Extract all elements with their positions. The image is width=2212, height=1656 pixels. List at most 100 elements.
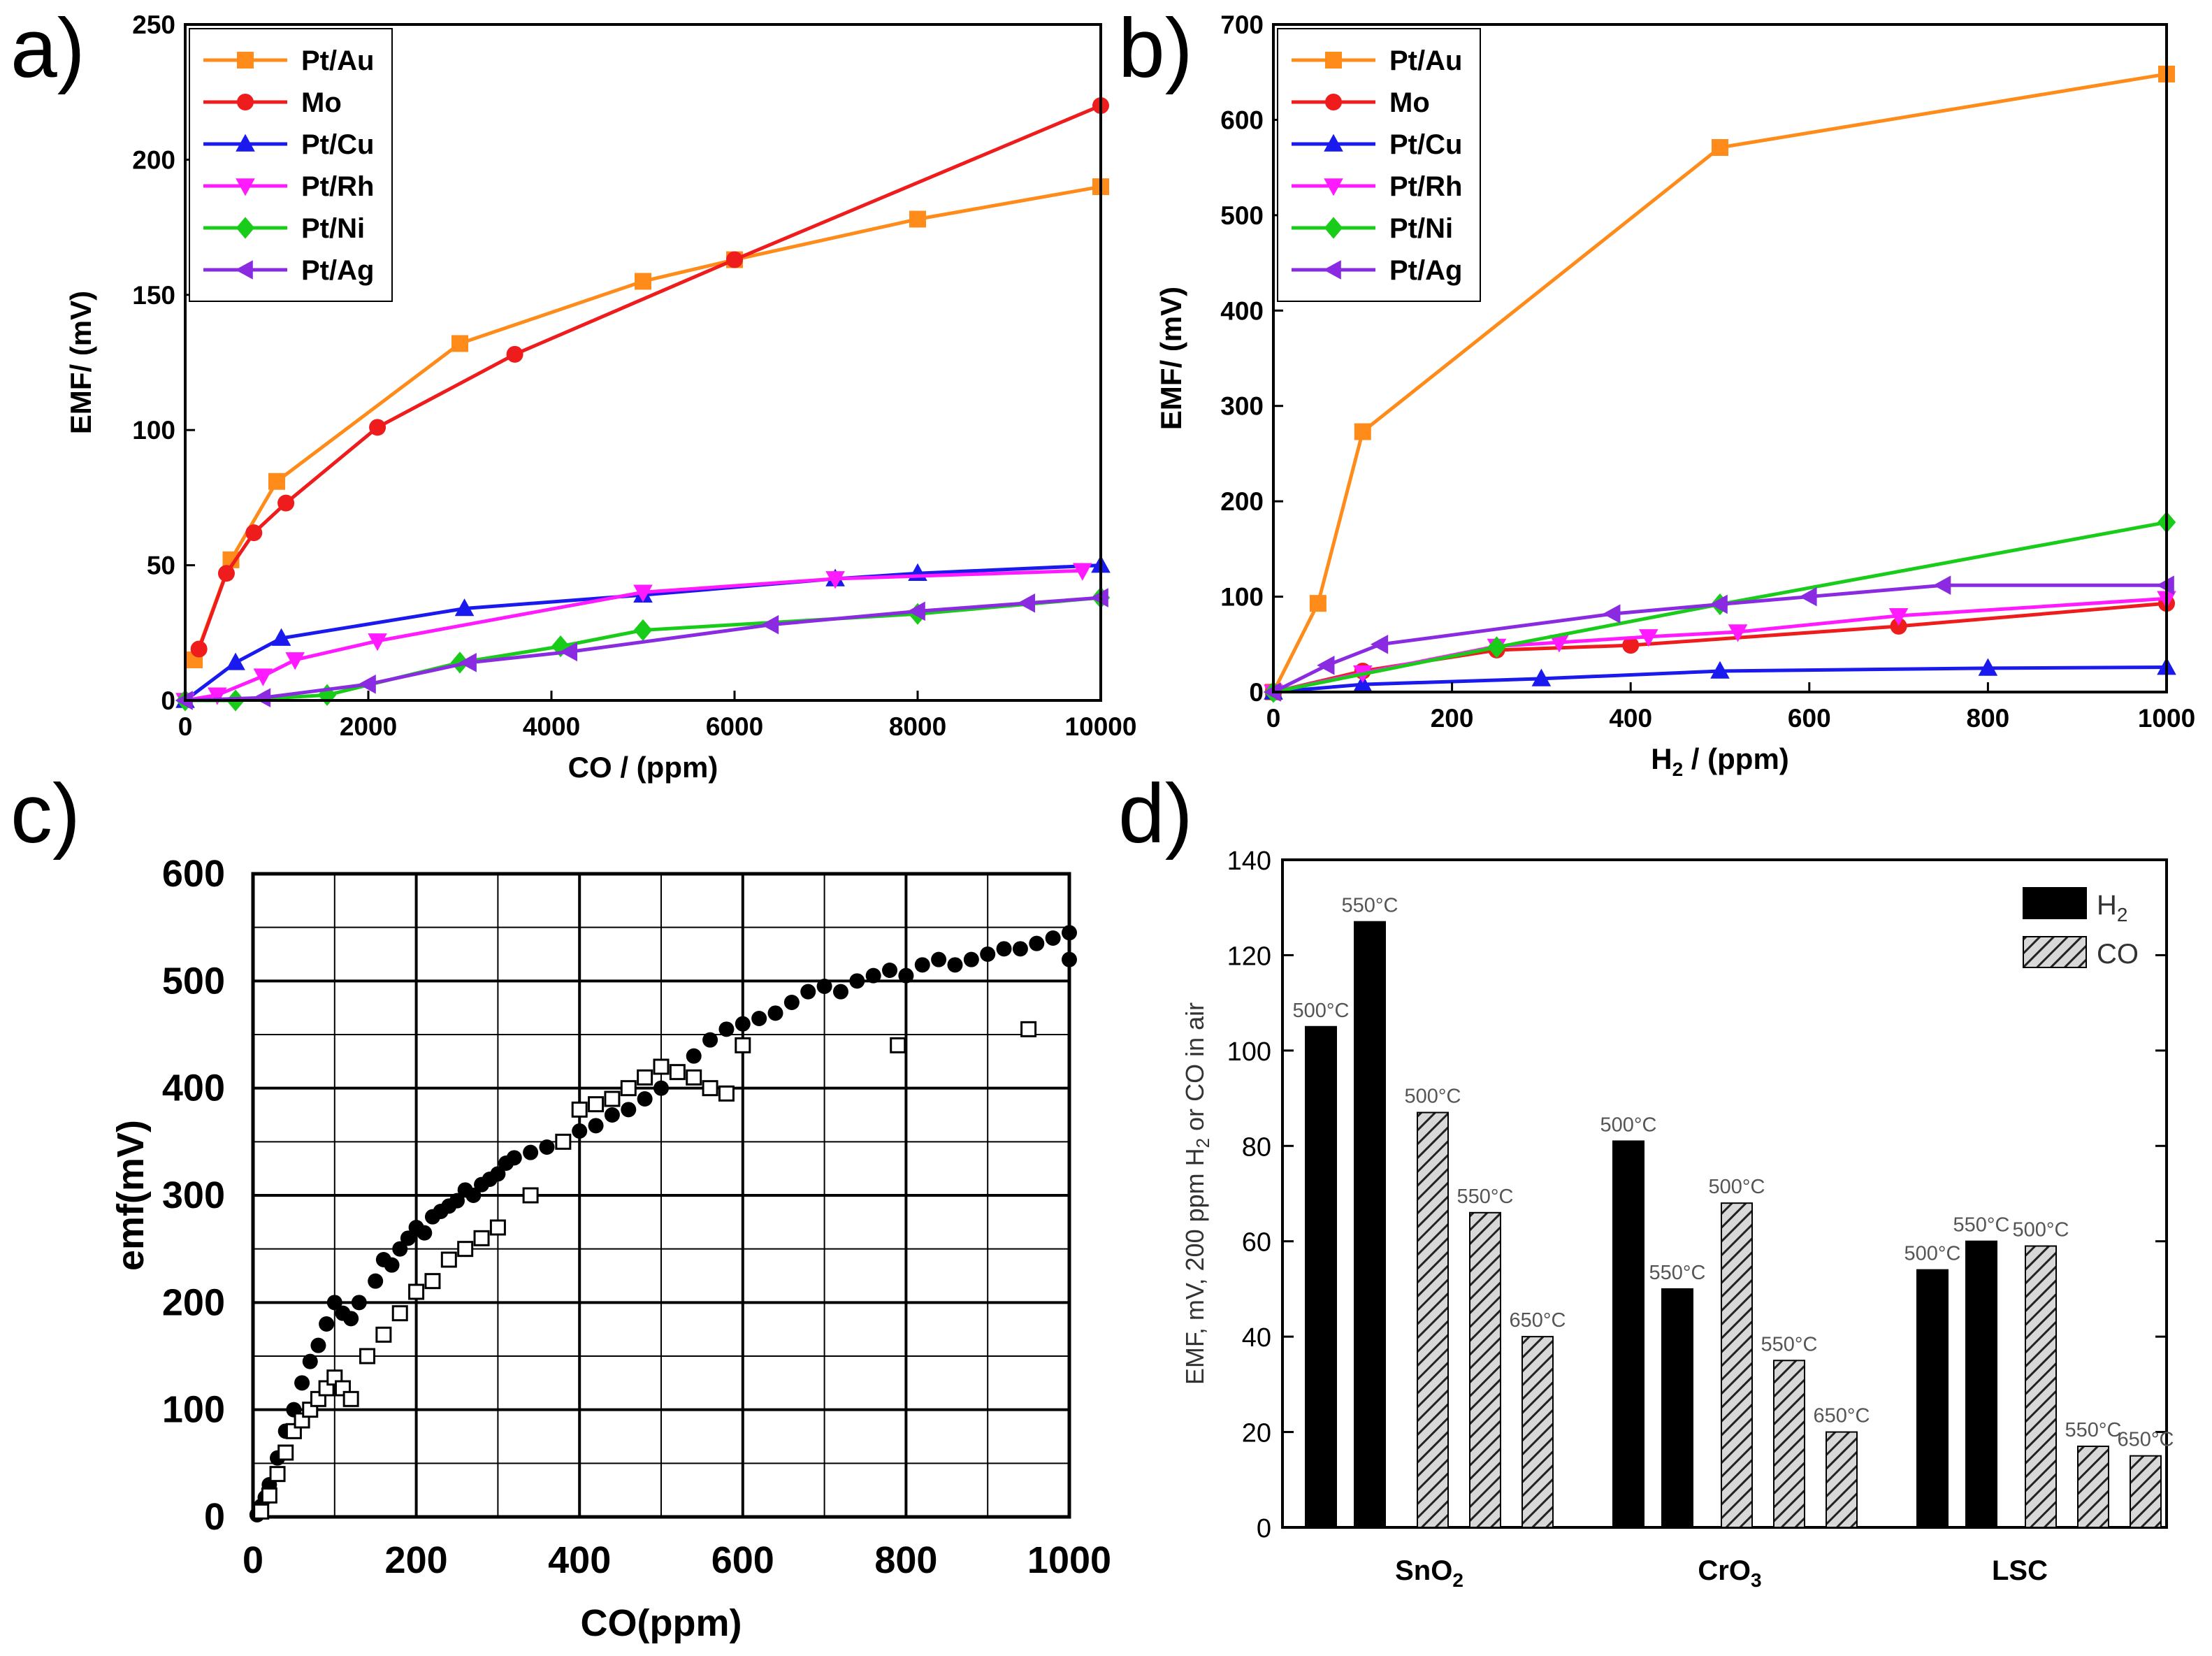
data-point — [343, 1311, 359, 1327]
series-line — [1272, 583, 2167, 694]
y-tick-label: 0 — [161, 686, 175, 715]
bar-sno2-h2 — [1354, 921, 1386, 1528]
data-point — [268, 473, 285, 490]
data-point — [686, 1048, 702, 1064]
x-axis-label: H2 / (ppm) — [1651, 742, 1789, 780]
bar-annotation: 650°C — [2118, 1429, 2174, 1451]
bar-sno2-co — [1417, 1111, 1449, 1529]
data-point — [718, 1085, 735, 1102]
data-point — [1012, 941, 1028, 957]
x-tick-label: 200 — [1431, 704, 1474, 733]
panel-label: b) — [1118, 1, 1193, 95]
data-point — [285, 652, 305, 670]
bar-annotation: 500°C — [1405, 1086, 1461, 1108]
data-point — [1354, 423, 1371, 440]
data-point — [400, 1230, 416, 1246]
legend-swatch — [2023, 887, 2087, 919]
data-point — [369, 419, 386, 436]
x-axis-label: CO / (ppm) — [568, 751, 718, 784]
bar-sno2-h2 — [1305, 1025, 1337, 1528]
bar-cro3-co — [1773, 1360, 1805, 1528]
data-point — [1317, 656, 1335, 675]
data-point — [465, 1188, 482, 1203]
data-point — [849, 973, 865, 989]
data-point — [718, 1021, 735, 1037]
data-point — [890, 1037, 906, 1053]
x-tick-label: 200 — [385, 1539, 448, 1581]
y-tick-label: 600 — [162, 853, 225, 895]
x-tick-label: 1000 — [1027, 1539, 1111, 1581]
data-point — [1603, 604, 1621, 624]
plot-frame — [184, 23, 1102, 702]
data-point — [1062, 925, 1077, 941]
data-point — [1309, 595, 1327, 612]
legend-marker — [1323, 260, 1341, 280]
bar-lsc-co — [2130, 1455, 2162, 1528]
data-point — [1353, 674, 1373, 692]
y-tick-label: 0 — [1257, 1514, 1271, 1543]
data-point — [391, 1305, 408, 1322]
data-point — [633, 619, 653, 642]
legend-marker — [235, 260, 253, 280]
bar-annotation: 500°C — [1904, 1243, 1961, 1265]
y-tick-label: 60 — [1242, 1228, 1271, 1258]
y-tick-label: 120 — [1227, 942, 1271, 971]
data-point — [882, 963, 898, 978]
legend-box — [189, 28, 393, 302]
bar-lsc-co — [2077, 1446, 2109, 1528]
data-point — [1549, 635, 1569, 653]
data-point — [914, 957, 930, 973]
panel-b: 0 200 400 600 800 1000 0 100 200 300 400 500 600 700 H… — [1118, 1, 2195, 780]
category-labels: SnO2 CrO3 LSC — [1395, 1555, 2048, 1591]
data-point — [424, 1273, 441, 1290]
data-point — [620, 1080, 637, 1097]
legend-label: Pt/Ag — [1389, 255, 1462, 286]
x-tick-label: 4000 — [523, 712, 580, 741]
y-tick-label: 150 — [132, 281, 175, 310]
bar-lsc-co — [2025, 1245, 2057, 1529]
data-point — [319, 1316, 335, 1332]
data-point — [783, 995, 800, 1010]
legend-label: Pt/Ag — [301, 255, 374, 286]
data-point — [359, 1348, 376, 1365]
y-tick-label: 100 — [132, 416, 175, 445]
data-point — [555, 1133, 572, 1150]
y-tick-label: 600 — [1220, 106, 1264, 134]
legend-marker — [1325, 52, 1342, 69]
data-point — [702, 1080, 718, 1097]
y-tick-label: 140 — [1227, 847, 1271, 876]
x-tick-label: 600 — [1788, 704, 1831, 733]
y-tick-label: 0 — [204, 1496, 225, 1538]
data-point — [1073, 563, 1092, 581]
category-label: CrO3 — [1698, 1555, 1761, 1591]
data-point — [1710, 661, 1730, 679]
legend-marker — [236, 178, 255, 196]
data-point — [653, 1080, 669, 1096]
x-tick-label: 8000 — [889, 712, 946, 741]
y-axis-label: emf(mV) — [110, 1120, 152, 1271]
data-point — [588, 1096, 605, 1113]
y-tick-label: 80 — [1242, 1132, 1271, 1162]
bar-annotation: 550°C — [2065, 1419, 2122, 1441]
data-point — [208, 687, 227, 705]
data-point — [1890, 617, 1907, 635]
data-point — [1728, 624, 1748, 642]
x-tick-label: 800 — [1967, 704, 2010, 733]
data-point — [571, 1101, 588, 1118]
y-tick-label: 700 — [1220, 10, 1264, 39]
data-point — [261, 1487, 277, 1504]
data-point — [1709, 594, 1728, 614]
data-point — [635, 273, 651, 290]
data-point — [326, 1295, 342, 1311]
data-point — [539, 1139, 555, 1155]
y-tick-label: 250 — [132, 10, 175, 39]
data-point — [637, 1069, 653, 1086]
y-tick-label: 200 — [1220, 487, 1264, 516]
data-point — [832, 984, 848, 1000]
data-point — [931, 951, 947, 967]
legend-label: Pt/Rh — [301, 171, 374, 202]
x-tick-label: 400 — [1609, 704, 1652, 733]
data-point — [735, 1016, 751, 1032]
legend-marker — [237, 94, 254, 110]
